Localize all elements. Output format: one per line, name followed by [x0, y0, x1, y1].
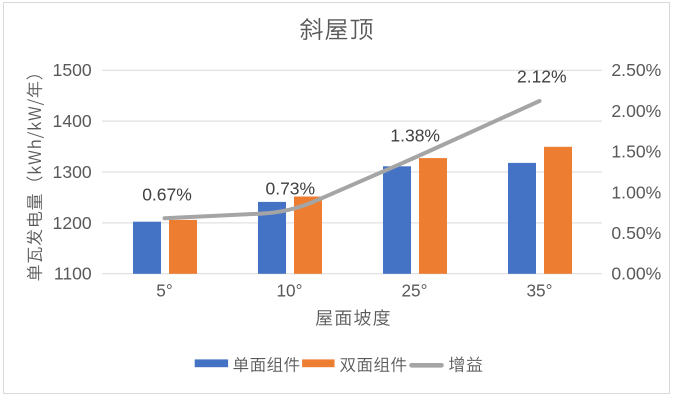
svg-text:0.50%: 0.50% [611, 223, 661, 243]
svg-text:1500: 1500 [53, 60, 92, 80]
svg-text:5°: 5° [156, 281, 172, 301]
svg-text:35°: 35° [527, 281, 553, 301]
svg-text:25°: 25° [402, 281, 428, 301]
svg-text:1.50%: 1.50% [611, 142, 661, 162]
svg-text:2.00%: 2.00% [611, 101, 661, 121]
svg-text:0.00%: 0.00% [611, 264, 661, 284]
svg-text:1.00%: 1.00% [611, 182, 661, 202]
svg-text:1400: 1400 [53, 111, 92, 131]
svg-text:0.73%: 0.73% [265, 179, 315, 199]
svg-text:1200: 1200 [53, 213, 92, 233]
svg-text:1100: 1100 [54, 264, 92, 284]
svg-text:1.38%: 1.38% [390, 125, 440, 145]
svg-text:1300: 1300 [53, 162, 92, 182]
svg-text:2.50%: 2.50% [611, 60, 661, 80]
svg-text:0.67%: 0.67% [142, 185, 192, 205]
svg-text:2.12%: 2.12% [517, 66, 567, 86]
svg-text:10°: 10° [277, 281, 303, 301]
